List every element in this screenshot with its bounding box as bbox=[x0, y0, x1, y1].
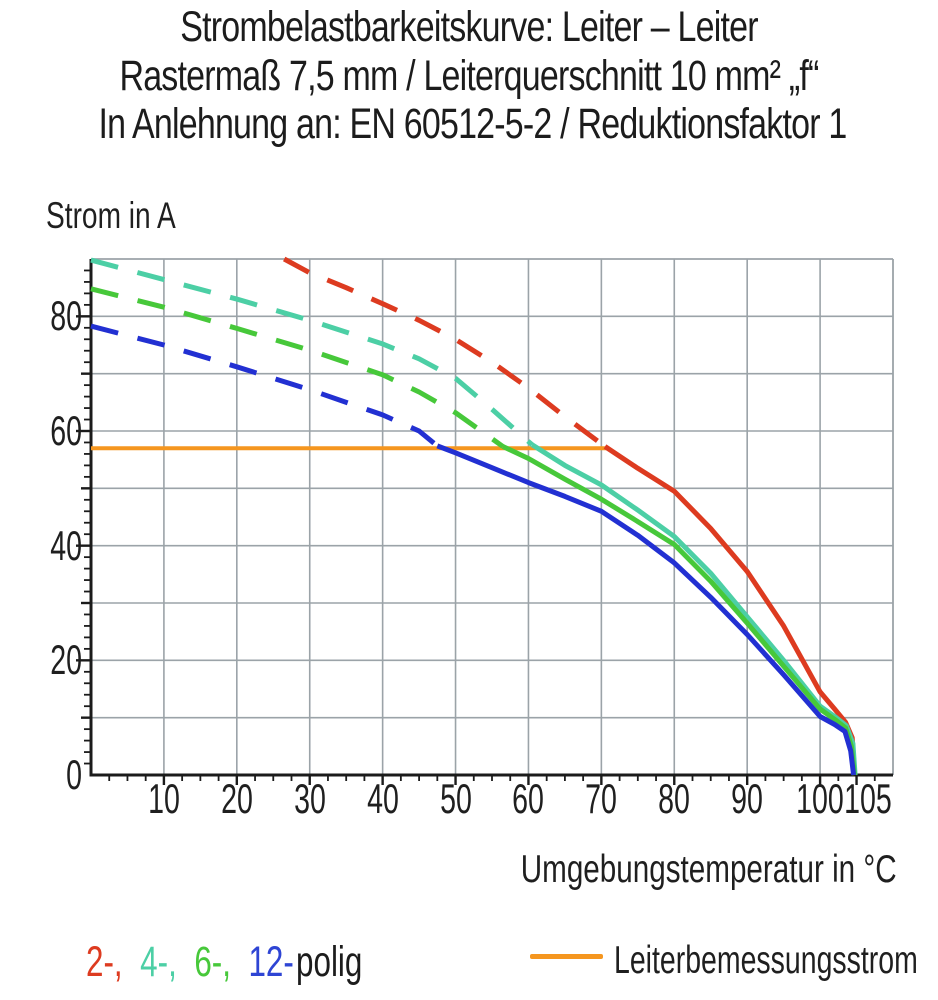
legend-poles-row: 2-, 4-, 6-, 12-polig bbox=[86, 938, 362, 986]
legend-pole-item: 6-, bbox=[194, 938, 231, 986]
x-axis-title: Umgebungstemperatur in °C bbox=[521, 848, 897, 891]
legend-pole-items: 2-, 4-, 6-, 12- bbox=[86, 938, 296, 986]
curve-4-polig-dashed bbox=[90, 257, 534, 447]
y-axis-title: Strom in A bbox=[46, 195, 176, 236]
x-tick-label: 10 bbox=[148, 775, 180, 822]
x-tick-label: 30 bbox=[293, 775, 326, 822]
legend-pole-item: 2-, bbox=[86, 938, 123, 986]
chart-title-line-2: Rastermaß 7,5 mm / Leiterquerschnitt 10 … bbox=[119, 52, 819, 100]
rated-current-label: Leiterbemessungsstrom bbox=[614, 939, 918, 982]
curve-6-polig-dashed bbox=[90, 286, 505, 449]
chart-title-line-1: Strombelastbarkeitskurve: Leiter – Leite… bbox=[180, 3, 758, 51]
rated-current-swatch bbox=[530, 954, 603, 959]
x-tick-label: 105 bbox=[843, 775, 892, 822]
y-tick-label: 40 bbox=[50, 521, 82, 569]
curve-2-polig-dashed bbox=[283, 256, 607, 449]
x-tick-label: 50 bbox=[439, 775, 472, 822]
y-tick-label: 0 bbox=[66, 751, 82, 798]
y-tick-label: 80 bbox=[50, 292, 82, 340]
legend-pole-item: 4-, bbox=[140, 938, 177, 986]
curve-4-polig-solid bbox=[530, 442, 858, 776]
y-tick-label: 20 bbox=[50, 636, 82, 684]
curve-12-polig-dashed bbox=[90, 323, 439, 448]
y-tick-label: 60 bbox=[50, 407, 82, 454]
legend-polig-suffix: polig bbox=[296, 938, 363, 986]
x-tick-label: 80 bbox=[658, 775, 691, 822]
curve-6-polig-solid bbox=[501, 444, 857, 776]
x-tick-label: 20 bbox=[220, 775, 253, 822]
chart-title-line-3: In Anlehnung an: EN 60512-5-2 / Reduktio… bbox=[98, 100, 847, 148]
x-tick-label: 90 bbox=[731, 775, 764, 822]
x-tick-label: 60 bbox=[512, 775, 545, 822]
curve-2-polig-solid bbox=[603, 444, 858, 776]
legend-pole-item: 12- bbox=[248, 938, 294, 986]
x-tick-label: 40 bbox=[366, 775, 399, 822]
x-tick-label: 70 bbox=[585, 775, 618, 822]
curve-12-polig-solid bbox=[436, 443, 857, 776]
x-tick-label: 100 bbox=[796, 775, 844, 822]
